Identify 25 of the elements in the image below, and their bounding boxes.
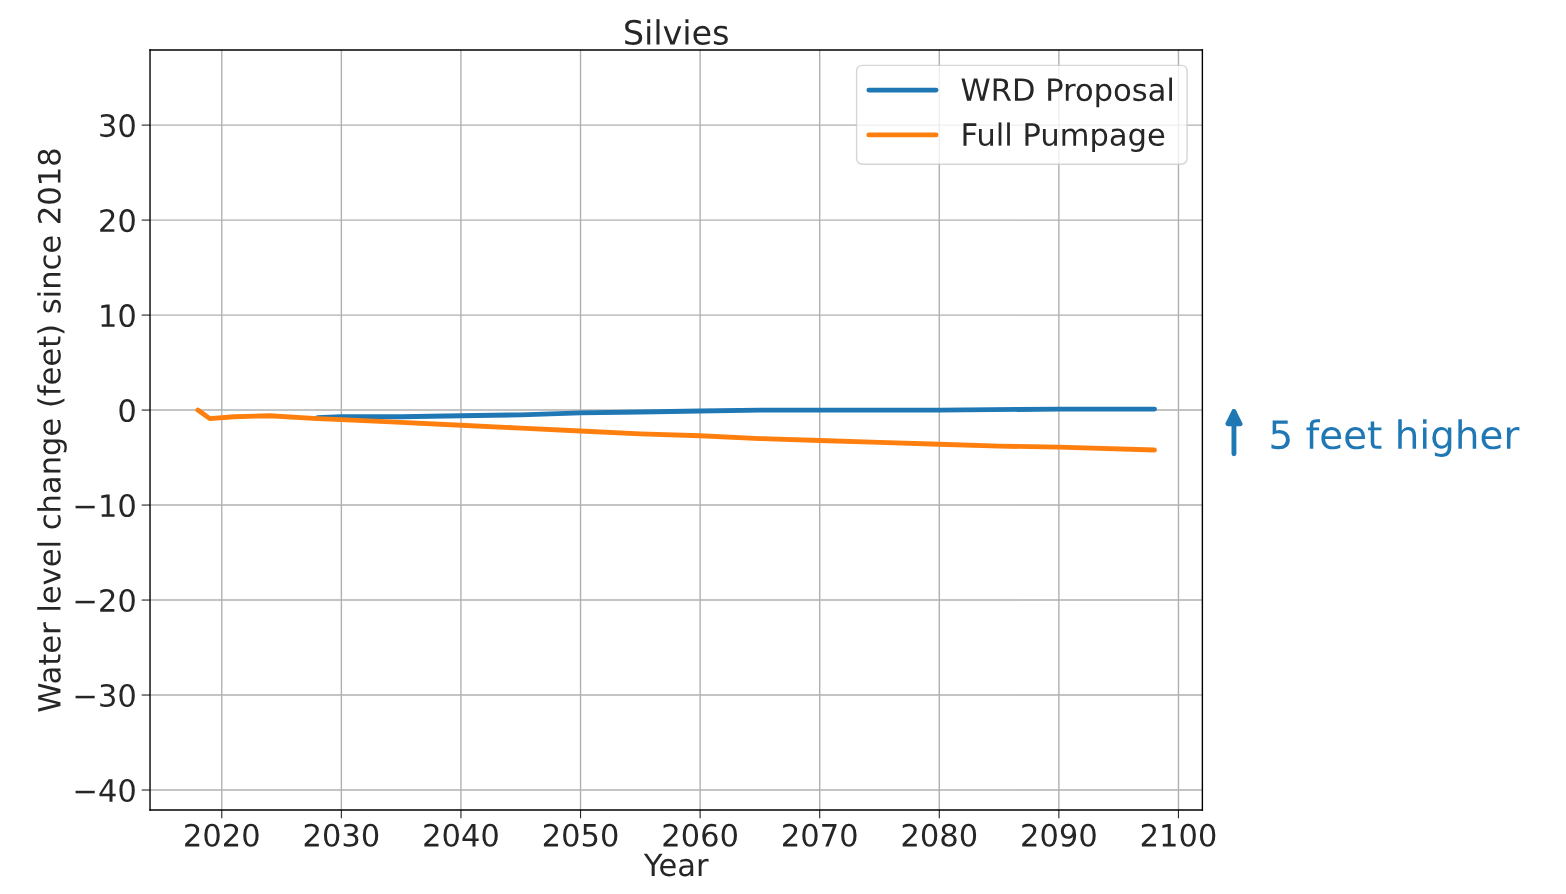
x-axis-title: Year xyxy=(643,853,709,877)
y-tick-label: −20 xyxy=(75,588,135,613)
y-tick-label: −10 xyxy=(75,493,135,518)
y-tick-label: 20 xyxy=(100,209,135,233)
x-tick-label: 2080 xyxy=(902,823,977,847)
x-tick-label: 2100 xyxy=(1141,823,1216,847)
x-tick-label: 2040 xyxy=(424,823,498,847)
x-tick-label: 2070 xyxy=(783,823,857,847)
x-tick-label: 2090 xyxy=(1022,823,1096,847)
y-tick-label: 0 xyxy=(119,399,135,423)
text: 5 feet higher xyxy=(1271,419,1520,457)
legend-label: Full Pumpage xyxy=(963,122,1165,152)
legend-label: WRD Proposal xyxy=(961,77,1173,108)
y-tick-label: 30 xyxy=(100,114,135,138)
chart-title: Silvies xyxy=(625,19,728,45)
x-tick-label: 2050 xyxy=(543,823,618,847)
line-series xyxy=(315,406,1157,421)
line-series xyxy=(195,407,1157,453)
y-tick-label: −40 xyxy=(75,778,135,803)
x-tick-label: 2060 xyxy=(663,823,737,847)
y-tick-label: −30 xyxy=(75,683,135,708)
y-tick-label: 10 xyxy=(101,304,135,328)
x-tick-label: 2020 xyxy=(185,823,259,847)
x-tick-label: 2030 xyxy=(304,823,379,847)
y-axis-title: Water level change (feet) since 2018 xyxy=(37,149,67,712)
